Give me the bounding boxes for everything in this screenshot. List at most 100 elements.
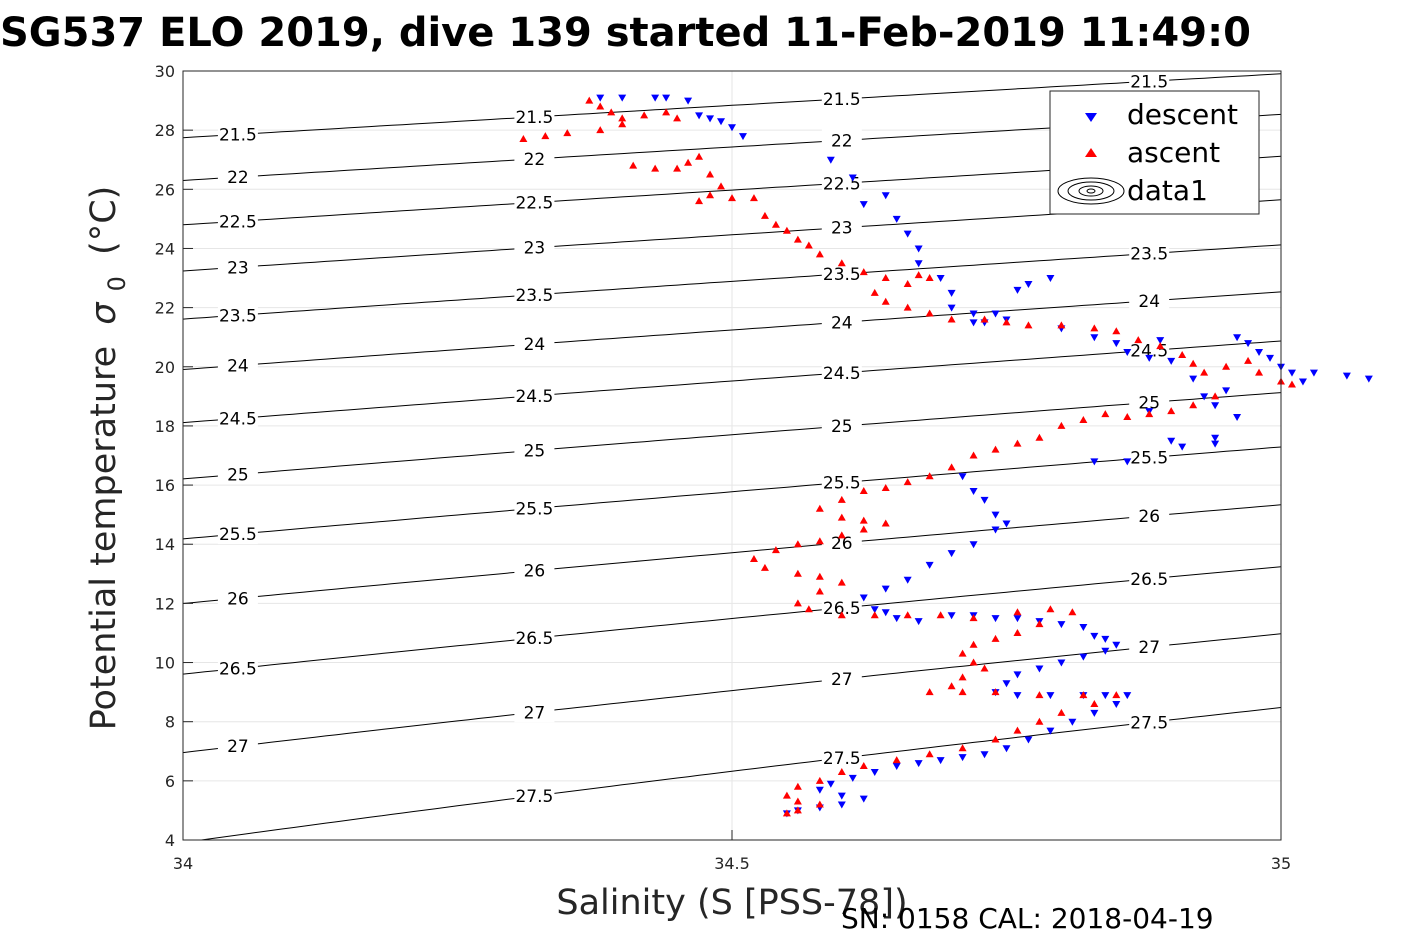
descent-point bbox=[1200, 393, 1209, 401]
descent-point bbox=[969, 487, 978, 495]
y-tick-label: 4 bbox=[165, 831, 175, 850]
ascent-point bbox=[1068, 608, 1077, 616]
descent-point bbox=[826, 156, 835, 164]
svg-text:23.5: 23.5 bbox=[823, 265, 861, 285]
svg-text:25.5: 25.5 bbox=[1130, 449, 1168, 469]
descent-point bbox=[1013, 286, 1022, 294]
density-contour-label: 26 bbox=[217, 587, 258, 609]
descent-point bbox=[892, 763, 901, 771]
y-tick-label: 22 bbox=[155, 299, 175, 318]
ascent-point bbox=[991, 634, 1000, 642]
density-contour-label: 21.5 bbox=[217, 123, 258, 145]
descent-point bbox=[1211, 440, 1220, 448]
descent-point bbox=[1189, 375, 1198, 383]
density-contour-label: 21.5 bbox=[821, 88, 862, 110]
svg-text:25: 25 bbox=[831, 417, 853, 437]
ascent-point bbox=[1255, 368, 1264, 376]
descent-point bbox=[947, 289, 956, 297]
descent-point bbox=[1079, 653, 1088, 661]
density-contour-label: 26 bbox=[514, 559, 555, 582]
ascent-point bbox=[706, 170, 715, 178]
density-contour-line bbox=[183, 446, 1281, 540]
ascent-point bbox=[903, 279, 912, 287]
svg-text:21.5: 21.5 bbox=[515, 108, 553, 128]
y-tick-label: 24 bbox=[155, 239, 175, 258]
descent-point bbox=[1112, 641, 1121, 649]
y-tick-label: 12 bbox=[155, 594, 175, 613]
ascent-point bbox=[793, 797, 802, 805]
ascent-point bbox=[1057, 708, 1066, 716]
descent-point bbox=[947, 550, 956, 558]
descent-point bbox=[859, 594, 868, 602]
ascent-point bbox=[1145, 410, 1154, 418]
descent-point bbox=[1178, 443, 1187, 451]
ascent-point bbox=[925, 750, 934, 758]
descent-point bbox=[881, 609, 890, 617]
ascent-point bbox=[662, 108, 671, 116]
svg-text:27: 27 bbox=[524, 703, 546, 723]
ascent-point bbox=[1079, 691, 1088, 699]
ascent-point bbox=[815, 800, 824, 808]
descent-point bbox=[1068, 718, 1077, 726]
ascent-point bbox=[1035, 620, 1044, 628]
ascent-point bbox=[815, 537, 824, 545]
ascent-point bbox=[706, 191, 715, 199]
density-contour-label: 23.5 bbox=[1129, 242, 1170, 265]
ascent-point bbox=[760, 211, 769, 219]
svg-text:21.5: 21.5 bbox=[1130, 72, 1168, 92]
svg-text:24: 24 bbox=[227, 357, 249, 377]
descent-point bbox=[1287, 369, 1296, 377]
legend-box bbox=[1049, 90, 1260, 215]
legend: descent ascent data1 bbox=[1049, 90, 1260, 215]
descent-point bbox=[1101, 647, 1110, 655]
density-contour-line bbox=[183, 340, 1281, 424]
ascent-point bbox=[1222, 362, 1231, 370]
ascent-point bbox=[903, 611, 912, 619]
descent-point bbox=[870, 606, 879, 614]
ascent-point bbox=[618, 120, 627, 128]
ascent-point bbox=[629, 161, 638, 169]
density-contour-label: 24 bbox=[217, 354, 258, 377]
ascent-point bbox=[1178, 350, 1187, 358]
chart-title: SG537 ELO 2019, dive 139 started 11-Feb-… bbox=[0, 10, 1251, 56]
density-contour-label: 25.5 bbox=[1129, 446, 1170, 469]
ascent-point bbox=[618, 114, 627, 122]
descent-point bbox=[991, 526, 1000, 534]
x-axis-label: Salinity (S [PSS-78]) bbox=[556, 883, 907, 923]
descent-point bbox=[1364, 375, 1373, 383]
density-contour-label: 25 bbox=[514, 439, 555, 461]
ascent-point bbox=[1057, 421, 1066, 429]
y-axis-label-subscript: 0 bbox=[103, 276, 131, 291]
ascent-point bbox=[870, 611, 879, 619]
descent-point bbox=[618, 94, 627, 102]
svg-text:24.5: 24.5 bbox=[515, 387, 553, 407]
ascent-point bbox=[760, 563, 769, 571]
density-contour-label: 24.5 bbox=[821, 361, 862, 384]
descent-point bbox=[859, 201, 868, 209]
density-contour-line bbox=[183, 633, 1281, 754]
density-contour-line bbox=[183, 244, 1281, 320]
svg-text:27.5: 27.5 bbox=[515, 787, 553, 807]
descent-point bbox=[1145, 354, 1154, 362]
descent-point bbox=[1233, 334, 1242, 342]
ascent-point bbox=[958, 688, 967, 696]
svg-text:25: 25 bbox=[227, 465, 249, 485]
descent-point bbox=[947, 612, 956, 620]
ascent-point bbox=[1024, 321, 1033, 329]
ascent-point bbox=[695, 197, 704, 205]
density-contour-label: 23.5 bbox=[821, 263, 862, 285]
descent-point bbox=[936, 275, 945, 283]
density-contour-line bbox=[183, 504, 1281, 604]
ascent-point bbox=[903, 303, 912, 311]
svg-text:22: 22 bbox=[227, 168, 249, 188]
ascent-point bbox=[947, 315, 956, 323]
ascent-point bbox=[1013, 439, 1022, 447]
ascent-point bbox=[892, 756, 901, 764]
descent-point bbox=[892, 615, 901, 623]
ascent-point bbox=[991, 735, 1000, 743]
descent-point bbox=[1167, 357, 1176, 365]
ascent-point bbox=[1287, 380, 1296, 388]
ascent-point bbox=[804, 605, 813, 613]
ascent-point bbox=[1013, 726, 1022, 734]
descent-point bbox=[1255, 348, 1264, 356]
